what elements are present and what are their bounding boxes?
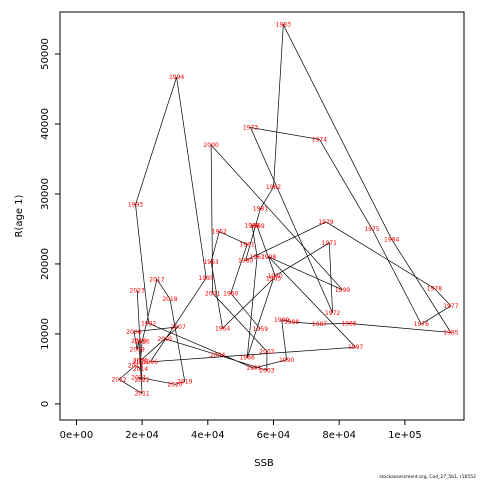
x-axis-label: SSB <box>254 458 274 469</box>
x-tick-label: 6e+04 <box>257 430 291 441</box>
y-axis: 0 10000 20000 30000 40000 50000 <box>40 38 61 407</box>
y-tick-label: 10000 <box>40 318 51 350</box>
year-label: 1991 <box>246 365 261 372</box>
year-label: 2006 <box>133 358 148 365</box>
year-label: 1988 <box>284 319 299 326</box>
year-label: 2011 <box>134 390 149 397</box>
year-label: 2013 <box>128 362 143 369</box>
year-label: 1975 <box>364 226 379 233</box>
year-label: 1967 <box>249 254 264 261</box>
year-label: 1978 <box>427 285 442 292</box>
x-tick-label: 4e+04 <box>191 430 225 441</box>
year-label: 1977 <box>443 303 458 310</box>
year-label: 2020 <box>167 381 182 388</box>
year-label: 1990 <box>279 357 294 364</box>
year-label: 2018 <box>162 296 177 303</box>
year-label: 2003 <box>259 367 274 374</box>
y-tick-label: 20000 <box>40 248 51 280</box>
y-tick-label: 0 <box>40 401 51 407</box>
year-label: 1987 <box>312 321 327 328</box>
year-label: 1960 <box>223 290 238 297</box>
recruitment-series-line <box>118 23 452 395</box>
year-label: 1993 <box>128 202 143 209</box>
year-label: 1989 <box>274 317 289 324</box>
year-label: 2004 <box>210 352 225 359</box>
year-label: 1997 <box>348 344 363 351</box>
year-label: 1973 <box>243 125 258 132</box>
year-label: 1966 <box>240 355 255 362</box>
year-label: 1992 <box>141 320 156 327</box>
year-label: 2022 <box>134 377 149 384</box>
year-label: 1980 <box>238 257 253 264</box>
x-axis: 0e+00 2e+04 4e+04 6e+04 8e+04 1e+05 <box>60 419 422 441</box>
year-label: 2016 <box>134 339 149 346</box>
year-label: 1959 <box>253 326 268 333</box>
y-tick-label: 50000 <box>40 38 51 70</box>
year-label: 1984 <box>384 236 399 243</box>
x-tick-label: 8e+04 <box>322 430 356 441</box>
year-label: 1971 <box>322 240 337 247</box>
year-label: 2001 <box>205 290 220 297</box>
year-label: 2012 <box>111 376 126 383</box>
year-label: 2002 <box>259 348 274 355</box>
year-label: 1999 <box>335 287 350 294</box>
year-label: 1998 <box>261 254 276 261</box>
year-label: 2015 <box>133 359 148 366</box>
year-label: 1969 <box>249 223 264 230</box>
year-label: 2000 <box>203 142 218 149</box>
year-label: 2023 <box>130 288 145 295</box>
year-label: 1968 <box>244 222 259 229</box>
year-label: 1979 <box>318 219 333 226</box>
y-axis-label: R(age 1) <box>14 194 25 237</box>
year-label: 1986 <box>341 320 356 327</box>
year-label: 1972 <box>325 310 340 317</box>
plot-frame <box>59 11 465 421</box>
year-label: 1981 <box>253 206 268 213</box>
year-label: 2017 <box>149 276 164 283</box>
year-label: 2009 <box>130 346 145 353</box>
year-label: 1964 <box>215 325 230 332</box>
year-label: 1970 <box>267 273 282 280</box>
y-tick-label: 30000 <box>40 178 51 210</box>
year-label: 1976 <box>414 321 429 328</box>
x-tick-label: 2e+04 <box>125 430 159 441</box>
year-label: 2007 <box>171 324 186 331</box>
y-tick-label: 40000 <box>40 108 51 140</box>
year-label: 1961 <box>240 241 255 248</box>
year-label: 1965 <box>266 276 281 283</box>
year-labels: 1959 1960 1961 1962 1963 1964 1965 1966 1967 1968… <box>111 22 458 398</box>
year-label: 1982 <box>266 184 281 191</box>
year-label: 1996 <box>143 359 158 366</box>
year-label: 1995 <box>199 275 214 282</box>
x-tick-label: 1e+05 <box>388 430 422 441</box>
year-label: 1985 <box>443 330 458 337</box>
year-label: 2021 <box>131 374 146 381</box>
year-label: 1983 <box>276 22 291 29</box>
year-label: 2019 <box>177 379 192 386</box>
year-label: 2010 <box>131 338 146 345</box>
year-label: 1994 <box>169 74 184 81</box>
year-label: 2005 <box>157 336 172 343</box>
year-label: 2008 <box>126 329 141 336</box>
year-label: 2014 <box>133 366 148 373</box>
x-tick-label: 0e+00 <box>60 430 94 441</box>
credit-text: stockassessment.org, Cod_27_5b1, r16552 <box>379 474 476 480</box>
year-label: 1974 <box>312 136 327 143</box>
year-label: 1963 <box>203 259 218 266</box>
year-label: 1962 <box>212 229 227 236</box>
